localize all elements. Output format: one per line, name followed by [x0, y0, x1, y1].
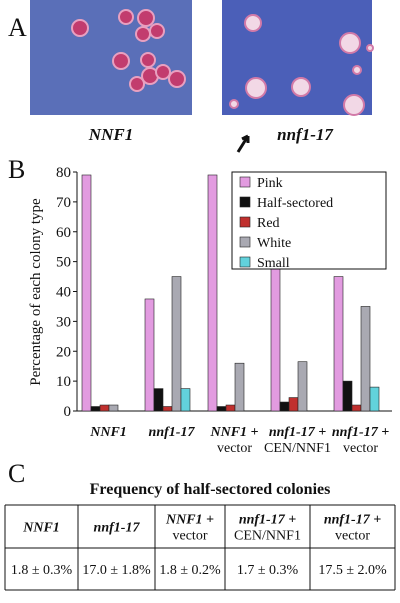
multiline-label: nnf1-17 + vector [324, 513, 381, 544]
bar [108, 404, 119, 412]
y-tick-label: 60 [56, 225, 71, 241]
multiline-label: nnf1-17 [149, 425, 196, 440]
bar [369, 386, 380, 412]
legend-label: Small [257, 256, 290, 271]
multiline-label: nnf1-17 + vector [332, 425, 389, 456]
legend-swatch [239, 236, 251, 248]
multiline-label: nnf1-17 + CEN/NNF1 [264, 425, 331, 456]
photo-caption: nnf1-17 [277, 125, 334, 144]
y-tick-label: 10 [56, 374, 71, 390]
bar [180, 388, 191, 412]
bar [99, 404, 110, 412]
photo-nnf1 [30, 0, 192, 115]
arrow [236, 134, 250, 153]
legend-label: Red [257, 216, 280, 231]
y-tick-label: 40 [56, 285, 71, 301]
multiline-label: NNF1 [22, 521, 60, 536]
y-tick-label: 0 [64, 404, 72, 420]
bar [297, 361, 308, 412]
table-cell: 1.7 ± 0.3% [237, 563, 299, 578]
multiline-label: nnf1-17 [94, 521, 141, 536]
legend-label: Pink [257, 176, 283, 191]
legend-swatch [239, 196, 251, 208]
y-tick-label: 50 [56, 255, 71, 271]
multiline-label: NNF1 + vector [209, 425, 258, 456]
table-cell: 1.8 ± 0.3% [11, 563, 73, 578]
bar [171, 276, 182, 412]
bar [81, 174, 92, 412]
table-cell: 1.8 ± 0.2% [159, 563, 221, 578]
table-title: Frequency of half-sectored colonies [90, 481, 331, 498]
table-cell: 17.0 ± 1.8% [82, 563, 151, 578]
bar [333, 276, 344, 412]
bar [351, 404, 362, 412]
bar [288, 397, 299, 412]
y-tick-label: 20 [56, 344, 71, 360]
bar [207, 174, 218, 412]
y-tick-label: 30 [56, 314, 71, 330]
bar [153, 388, 164, 412]
multiline-label: nnf1-17 + CEN/NNF1 [234, 513, 301, 544]
bar [360, 306, 371, 412]
legend-swatch [239, 256, 251, 268]
multiline-label: NNF1 [89, 425, 127, 440]
legend-box [231, 171, 387, 270]
photo-nnf1-17 [222, 0, 374, 116]
multiline-label: NNF1 + vector [165, 513, 214, 544]
y-axis-label: Percentage of each colony type [28, 198, 44, 386]
bar [216, 406, 227, 412]
bar [279, 401, 290, 412]
panel-label: C [8, 459, 25, 488]
panel-label: A [8, 13, 27, 42]
legend-swatch [239, 176, 251, 188]
photo-caption: NNF1 [88, 125, 133, 144]
panel-label: B [8, 155, 25, 184]
bar [342, 380, 353, 412]
bar [162, 406, 173, 412]
legend-swatch [239, 216, 251, 228]
bar [234, 362, 245, 412]
legend-label: White [257, 236, 291, 251]
bar [144, 298, 155, 412]
bar [90, 406, 101, 412]
legend-label: Half-sectored [257, 196, 333, 211]
y-tick-label: 80 [56, 165, 71, 181]
bar [225, 404, 236, 412]
table-cell: 17.5 ± 2.0% [318, 563, 387, 578]
y-tick-label: 70 [56, 195, 71, 211]
